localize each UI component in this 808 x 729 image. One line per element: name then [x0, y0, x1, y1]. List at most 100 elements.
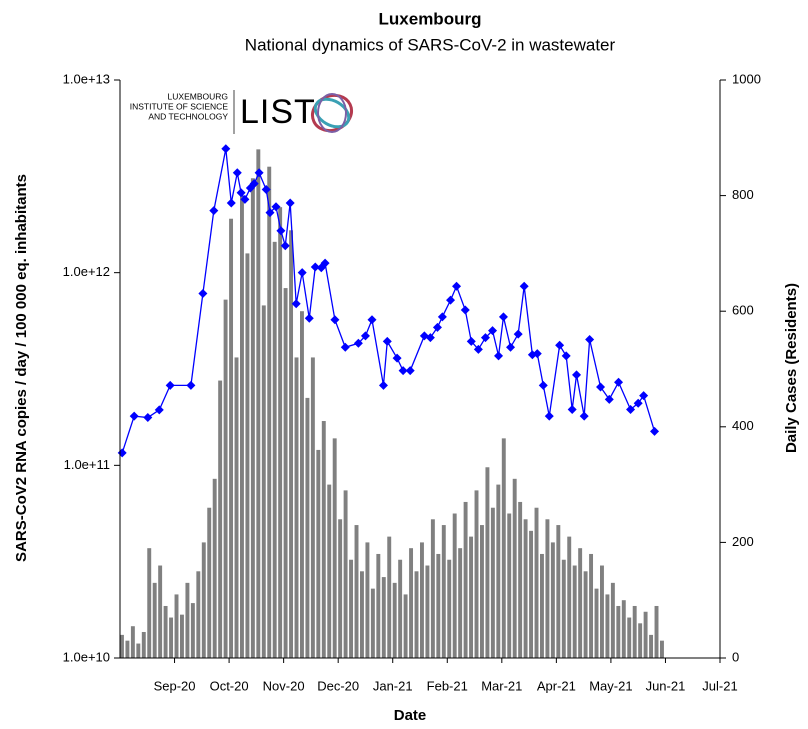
- bar: [218, 380, 223, 658]
- marker: [209, 206, 219, 216]
- bar: [409, 548, 414, 658]
- bar: [496, 484, 501, 658]
- bar: [632, 605, 637, 658]
- marker: [392, 353, 402, 363]
- bar: [196, 571, 201, 658]
- bar: [638, 623, 643, 658]
- marker: [561, 351, 571, 361]
- bar: [567, 536, 572, 658]
- marker: [633, 398, 643, 408]
- bar: [649, 634, 654, 658]
- bar: [180, 614, 184, 658]
- bar: [163, 605, 168, 658]
- x-tick-label: Jul-21: [702, 678, 737, 693]
- bar: [250, 178, 255, 658]
- bar: [420, 542, 424, 658]
- marker: [544, 411, 554, 421]
- bar: [174, 594, 179, 658]
- marker: [353, 338, 363, 348]
- marker: [240, 194, 250, 204]
- marker: [452, 281, 462, 291]
- bar: [387, 536, 392, 658]
- bar: [212, 478, 217, 658]
- bar: [354, 525, 359, 658]
- marker: [473, 344, 483, 354]
- marker: [221, 144, 231, 154]
- marker: [466, 336, 476, 346]
- bar: [278, 207, 283, 658]
- bar: [616, 605, 621, 658]
- x-tick-label: Feb-21: [427, 678, 468, 693]
- line: [121, 148, 656, 454]
- marker: [626, 404, 636, 414]
- marker: [129, 411, 139, 421]
- bar: [147, 548, 152, 658]
- bar: [430, 519, 435, 658]
- marker: [367, 315, 377, 325]
- bar: [300, 311, 304, 658]
- marker: [555, 340, 565, 350]
- marker: [498, 312, 508, 322]
- bar: [605, 594, 610, 658]
- marker: [405, 366, 415, 376]
- bar: [534, 507, 539, 658]
- bar: [572, 565, 577, 658]
- bar: [643, 611, 648, 658]
- bar: [136, 643, 141, 658]
- bar: [414, 571, 419, 658]
- marker: [604, 394, 614, 404]
- marker: [198, 288, 208, 298]
- marker: [280, 241, 290, 251]
- bar: [441, 525, 446, 658]
- bar: [349, 559, 354, 658]
- bar: [501, 438, 506, 658]
- marker: [437, 312, 447, 322]
- marker: [519, 281, 529, 291]
- marker: [226, 198, 236, 208]
- logo-text: INSTITUTE OF SCIENCE: [130, 101, 229, 111]
- bar: [589, 553, 594, 658]
- bar: [141, 631, 146, 658]
- y2-tick-label: 600: [732, 303, 754, 318]
- marker: [513, 329, 523, 339]
- marker: [330, 315, 340, 325]
- bar: [523, 519, 528, 658]
- y2-tick-label: 0: [732, 649, 739, 664]
- bar: [327, 484, 332, 658]
- y2-axis-title: Daily Cases (Residents): [783, 283, 800, 453]
- marker: [378, 380, 388, 390]
- marker: [650, 426, 660, 436]
- bar: [158, 565, 163, 658]
- bar: [190, 603, 195, 658]
- marker: [567, 404, 577, 414]
- bar: [267, 166, 272, 658]
- marker: [285, 198, 295, 208]
- bar: [654, 605, 659, 658]
- marker: [154, 405, 164, 415]
- bar: [370, 588, 375, 658]
- bar: [272, 241, 277, 658]
- marker: [265, 208, 275, 218]
- bar: [610, 582, 615, 658]
- bar: [256, 149, 261, 659]
- x-tick-label: Apr-21: [537, 678, 576, 693]
- bar: [621, 600, 626, 658]
- y-tick-label: 1.0e+11: [64, 457, 110, 472]
- marker: [320, 258, 330, 268]
- marker: [432, 322, 442, 332]
- bar: [234, 357, 239, 658]
- marker: [236, 188, 246, 198]
- marker: [340, 342, 350, 352]
- x-tick-label: Mar-21: [481, 678, 522, 693]
- x-tick-label: Jan-21: [373, 678, 413, 693]
- logo-brand: LIST: [240, 93, 316, 131]
- marker: [165, 380, 175, 390]
- bar: [316, 449, 321, 658]
- chart-title: Luxembourg: [379, 9, 482, 28]
- logo: LUXEMBOURG INSTITUTE OF SCIENCE AND TECH…: [130, 90, 353, 134]
- marker: [572, 370, 582, 380]
- bar: [540, 553, 544, 658]
- bar: [240, 195, 244, 658]
